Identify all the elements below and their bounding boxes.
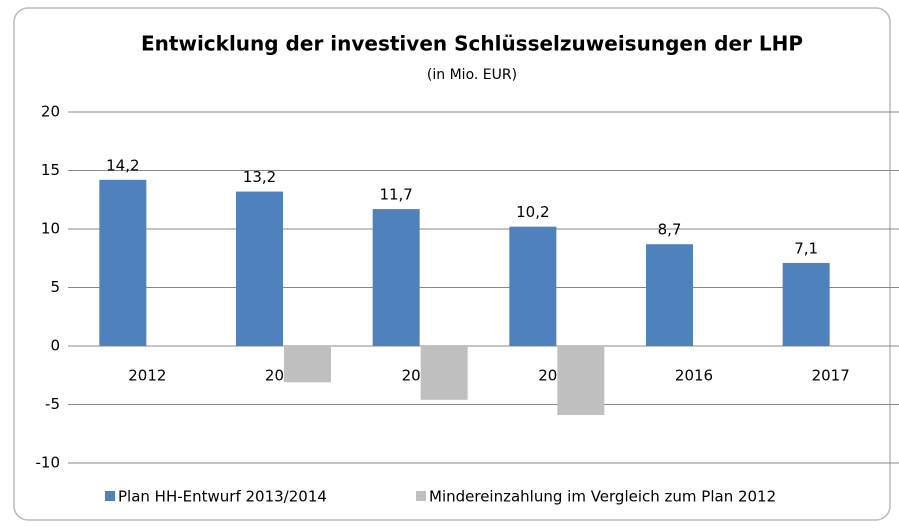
- legend-label: Plan HH-Entwurf 2013/2014: [118, 488, 327, 506]
- chart-subtitle: (in Mio. EUR): [427, 67, 517, 83]
- y-tick-label: 0: [50, 337, 60, 355]
- legend-swatch: [105, 491, 115, 501]
- y-tick-label: 20: [41, 103, 60, 121]
- bar: [372, 209, 420, 346]
- data-label: 13,2: [243, 168, 276, 186]
- y-tick-label: -10: [36, 454, 61, 472]
- bar: [236, 191, 283, 346]
- data-label: 14,2: [106, 156, 139, 174]
- bar: [782, 262, 830, 346]
- bar: [509, 226, 557, 346]
- y-tick-label: 10: [41, 220, 60, 238]
- y-tick-label: 5: [50, 278, 60, 296]
- x-tick-label: 2012: [128, 367, 166, 385]
- bar: [284, 346, 331, 383]
- data-label: 8,7: [658, 221, 682, 239]
- y-tick-label: -5: [45, 395, 60, 413]
- bar: [99, 179, 147, 346]
- chart-title: Entwicklung der investiven Schlüsselzuwe…: [141, 32, 803, 56]
- chart-frame: [13, 7, 891, 521]
- data-label: 7,1: [794, 239, 818, 257]
- x-tick-label: 2017: [812, 367, 850, 385]
- bar: [557, 346, 605, 416]
- data-label: 11,7: [379, 186, 412, 204]
- x-tick-label: 2016: [675, 367, 713, 385]
- bar: [420, 346, 468, 400]
- legend-label: Mindereinzahlung im Vergleich zum Plan 2…: [429, 488, 776, 506]
- bar: [646, 244, 693, 346]
- legend-swatch: [416, 491, 426, 501]
- y-tick-label: 15: [41, 161, 60, 179]
- data-label: 10,2: [516, 203, 549, 221]
